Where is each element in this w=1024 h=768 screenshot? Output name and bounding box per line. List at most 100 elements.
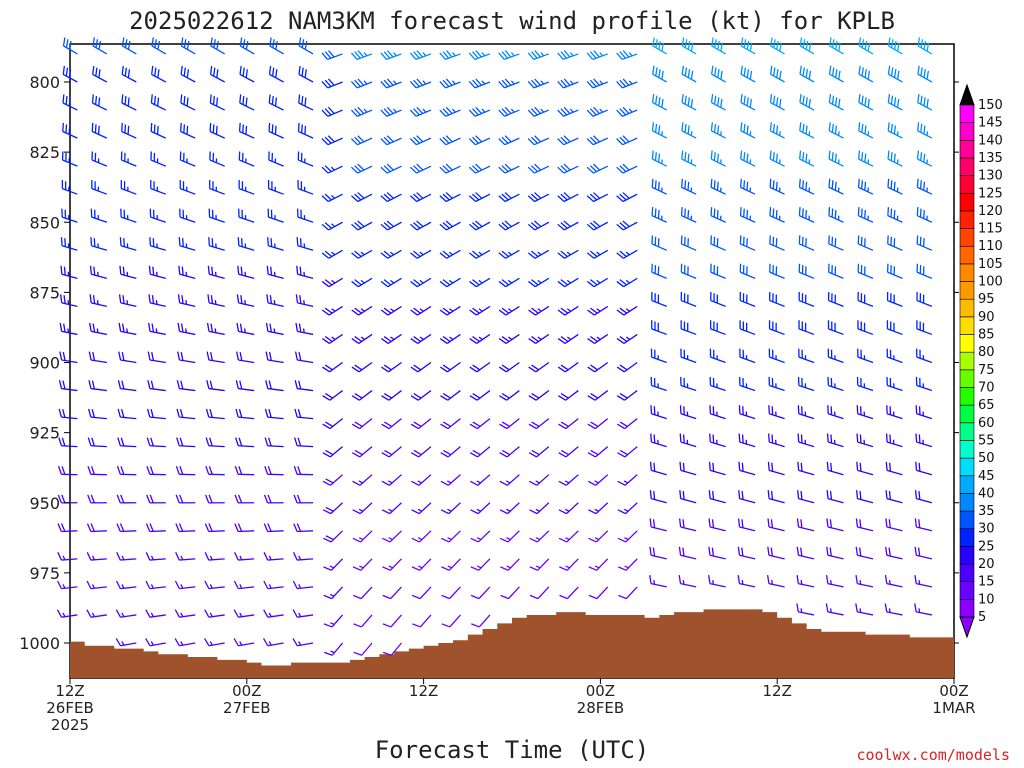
barb-feather	[619, 193, 627, 201]
barb-feather	[797, 461, 800, 471]
barb-feather	[440, 509, 449, 515]
barb-shaft	[298, 130, 314, 139]
barb-shaft	[476, 418, 491, 430]
barb-feather	[123, 238, 125, 247]
credit-text[interactable]: coolwx.com/models	[856, 746, 1010, 764]
wind-barb	[616, 50, 638, 61]
barb-shaft	[534, 221, 550, 231]
barb-shaft	[120, 445, 137, 448]
wind-barb	[616, 277, 638, 288]
colorbar-label: 60	[978, 416, 995, 431]
barb-feather	[62, 122, 64, 132]
wind-barb	[559, 558, 579, 571]
wind-barb	[382, 530, 402, 543]
barb-feather	[918, 519, 921, 528]
barb-shaft	[680, 526, 697, 532]
barb-shaft	[90, 614, 107, 618]
barb-shaft	[122, 45, 137, 55]
barb-feather	[304, 125, 307, 135]
barb-half-feather	[185, 328, 188, 333]
wind-barb	[650, 405, 667, 420]
barb-feather	[593, 106, 600, 114]
wind-barbs	[56, 37, 933, 656]
barb-feather	[590, 449, 599, 456]
barb-shaft	[566, 530, 579, 543]
barb-half-feather	[329, 565, 335, 569]
wind-barb	[234, 552, 255, 561]
barb-feather	[321, 109, 329, 117]
barb-feather	[216, 40, 219, 50]
barb-feather	[439, 52, 446, 60]
wind-barb	[57, 552, 78, 561]
barb-shaft	[328, 221, 343, 231]
barb-feather	[208, 466, 213, 475]
barb-feather	[267, 494, 272, 504]
barb-shaft	[267, 586, 284, 590]
barb-feather	[205, 494, 210, 504]
barb-shaft	[533, 109, 550, 117]
barb-shaft	[238, 330, 255, 336]
wind-barb	[826, 433, 844, 448]
barb-shaft	[799, 186, 815, 195]
barb-feather	[127, 97, 130, 107]
barb-feather	[560, 279, 569, 286]
barb-shaft	[62, 130, 78, 139]
barb-feather	[655, 67, 658, 77]
wind-barb	[148, 265, 166, 279]
wind-barb	[58, 408, 78, 420]
wind-barb	[769, 263, 785, 279]
wind-barb	[235, 408, 255, 420]
wind-barb	[651, 235, 667, 251]
barb-shaft	[739, 526, 756, 532]
barb-feather	[470, 480, 479, 486]
barb-feather	[147, 351, 151, 361]
barb-shaft	[61, 245, 78, 251]
barb-shaft	[622, 109, 638, 117]
barb-shaft	[90, 586, 107, 590]
wind-barb	[380, 192, 402, 203]
barb-shaft	[827, 526, 844, 532]
wind-barb	[711, 65, 726, 83]
wind-barb	[59, 322, 78, 336]
wind-barb	[468, 192, 491, 203]
wind-barb	[710, 178, 726, 195]
barb-feather	[527, 138, 535, 146]
barb-feather	[354, 51, 361, 59]
barb-shaft	[331, 642, 344, 656]
barb-shaft	[566, 586, 579, 600]
barb-shaft	[594, 418, 609, 430]
barb-feather	[62, 380, 66, 390]
barb-shaft	[593, 249, 609, 259]
barb-feather	[242, 67, 245, 77]
barb-feather	[178, 237, 181, 246]
barb-feather	[528, 423, 537, 430]
colorbar-swatch	[959, 281, 975, 300]
wind-barb	[798, 320, 815, 336]
barb-feather	[529, 509, 538, 515]
barb-feather	[57, 494, 62, 504]
barb-feather	[63, 295, 66, 304]
barb-feather	[413, 364, 422, 371]
wind-barb	[120, 151, 137, 167]
barb-feather	[267, 237, 269, 246]
barb-feather	[498, 166, 506, 174]
barb-feather	[235, 408, 239, 418]
barb-half-feather	[481, 52, 486, 57]
barb-feather	[57, 580, 63, 589]
barb-half-feather	[888, 580, 891, 585]
wind-barb	[381, 361, 402, 373]
barb-feather	[297, 466, 302, 475]
barb-feather	[325, 449, 334, 456]
barb-feather	[893, 181, 896, 191]
barb-shaft	[297, 302, 314, 308]
wind-barb	[91, 122, 108, 139]
wind-barb	[145, 552, 166, 561]
barb-half-feather	[599, 80, 604, 85]
terrain-layer	[70, 609, 954, 678]
barb-feather	[619, 392, 628, 399]
barb-feather	[354, 392, 363, 399]
barb-shaft	[886, 498, 903, 504]
barb-feather	[534, 192, 542, 199]
barb-shaft	[476, 305, 491, 316]
wind-barb	[411, 586, 432, 600]
